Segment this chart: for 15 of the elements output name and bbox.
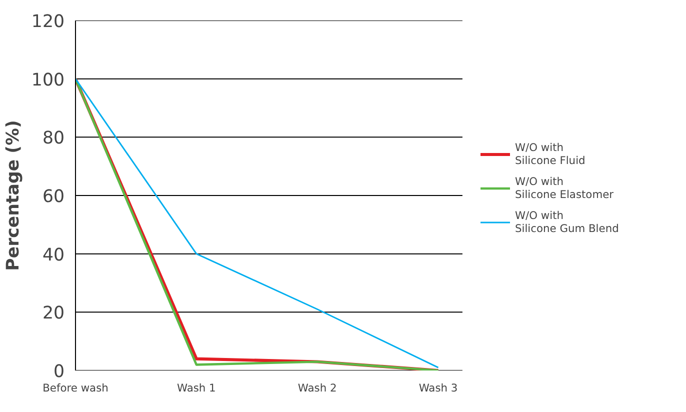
y-tick-label: 0 — [53, 362, 65, 382]
legend-label: W/O with Silicone Fluid — [515, 141, 586, 167]
y-tick-label: 60 — [42, 187, 65, 207]
y-tick-label: 80 — [42, 128, 65, 149]
x-tick-label: Before wash — [42, 382, 108, 394]
x-tick-label: Wash 3 — [418, 382, 458, 394]
y-tick-label: 120 — [31, 12, 65, 32]
x-tick-label: Wash 1 — [176, 382, 216, 394]
y-tick-label: 20 — [42, 304, 65, 324]
y-tick-label: 100 — [31, 70, 65, 90]
y-axis-title: Percentage (%) — [3, 120, 24, 271]
legend-label: W/O with Silicone Elastomer — [515, 175, 614, 201]
x-tick-label: Wash 2 — [298, 382, 337, 394]
y-tick-label: 40 — [42, 245, 65, 266]
legend-label: W/O with Silicone Gum Blend — [515, 209, 619, 235]
